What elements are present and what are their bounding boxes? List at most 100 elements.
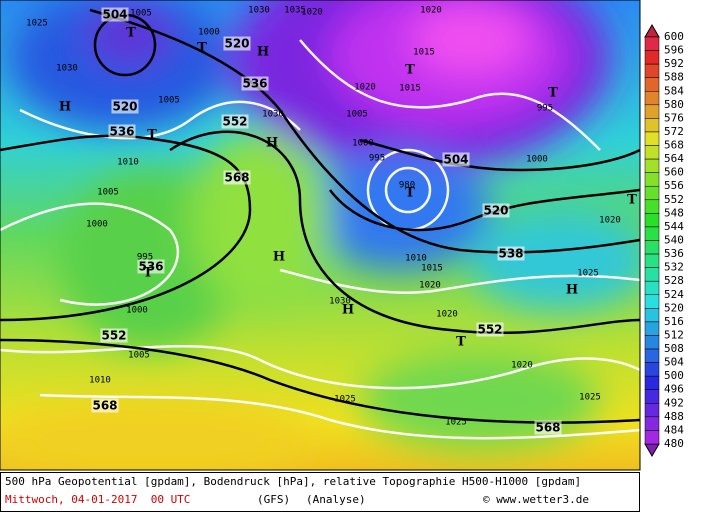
colorbar-label: 592 [664, 57, 684, 70]
colorbar-segment [644, 118, 660, 133]
colorbar-label: 584 [664, 84, 684, 97]
colorbar-segment [644, 335, 660, 350]
colorbar-label: 576 [664, 111, 684, 124]
pressure-label: 1015 [413, 48, 435, 58]
geopotential-label: 538 [498, 247, 523, 261]
pressure-center: T [405, 63, 415, 78]
geopotential-label: 552 [477, 323, 502, 337]
colorbar-label: 544 [664, 220, 684, 233]
pressure-label: 1005 [97, 188, 119, 198]
colorbar-segment [644, 280, 660, 296]
colorbar-label: 504 [664, 356, 684, 369]
colorbar-label: 496 [664, 383, 684, 396]
pressure-label: 1020 [354, 83, 376, 93]
geopotential-label: 568 [92, 399, 117, 413]
colorbar-label: 484 [664, 423, 684, 436]
colorbar-label: 528 [664, 274, 684, 287]
pressure-label: 1010 [89, 376, 111, 386]
colorbar-label: 540 [664, 234, 684, 247]
colorbar-label: 480 [664, 437, 684, 450]
pressure-label: 995 [537, 104, 553, 114]
label-bg [223, 170, 251, 185]
pressure-center: H [59, 100, 71, 115]
pressure-center: T [548, 86, 558, 101]
colorbar: 6005965925885845805765725685645605565525… [644, 24, 684, 457]
colorbar-segment [644, 104, 660, 119]
colorbar-label: 588 [664, 71, 684, 84]
colorbar-segment [644, 36, 660, 51]
map: 6005965925885845805765725685645605565525… [0, 0, 684, 471]
colorbar-segment [644, 321, 660, 336]
label-bg [100, 328, 128, 343]
pressure-label: 1005 [346, 110, 368, 120]
colorbar-label: 532 [664, 261, 684, 274]
pressure-label: 1030 [56, 64, 78, 74]
pressure-label: 1025 [26, 19, 48, 29]
pressure-label: 1030 [329, 297, 351, 307]
geopotential-label: 520 [224, 37, 249, 51]
pressure-label: 1015 [399, 84, 421, 94]
pressure-label: 1025 [577, 269, 599, 279]
caption-date: Mittwoch, 04-01-2017 00 UTC [5, 493, 191, 506]
geopotential-label: 536 [138, 260, 163, 274]
geopotential-label: 504 [443, 153, 468, 167]
colorbar-segment [644, 185, 660, 201]
colorbar-label: 556 [664, 179, 684, 192]
colorbar-segment [644, 91, 660, 106]
colorbar-label: 580 [664, 98, 684, 111]
colorbar-segment [644, 403, 660, 418]
pressure-label: 1000 [86, 220, 108, 230]
pressure-center: T [456, 335, 466, 350]
colorbar-cap [644, 24, 660, 38]
map-frame [0, 0, 641, 471]
colorbar-segment [644, 362, 660, 377]
geopotential-label: 568 [224, 171, 249, 185]
pressure-label: 1015 [421, 264, 443, 274]
colorbar-label: 520 [664, 301, 684, 314]
geopotential-label: 568 [535, 421, 560, 435]
colorbar-segment [644, 253, 660, 268]
pressure-center: T [147, 128, 157, 143]
label-bg [482, 203, 510, 218]
pressure-label: 1005 [130, 9, 152, 19]
geopotential-label: 520 [483, 204, 508, 218]
colorbar-label: 536 [664, 247, 684, 260]
pressure-label: 1000 [352, 139, 374, 149]
colorbar-segment [644, 240, 660, 255]
label-bg [111, 99, 139, 114]
colorbar-segment [644, 416, 660, 431]
pressure-center: T [143, 266, 153, 281]
geopotential-label: 504 [102, 8, 127, 22]
pressure-label: 1005 [158, 96, 180, 106]
pressure-label: 1010 [117, 158, 139, 168]
colorbar-label: 512 [664, 328, 684, 341]
colorbar-segment [644, 199, 660, 214]
pressure-center: T [126, 26, 136, 41]
colorbar-segment [644, 131, 660, 146]
colorbar-label: 492 [664, 396, 684, 409]
colorbar-label: 548 [664, 206, 684, 219]
pressure-label: 1025 [579, 393, 601, 403]
pressure-label: 995 [369, 154, 385, 164]
colorbar-segment [644, 430, 660, 445]
colorbar-label: 516 [664, 315, 684, 328]
colorbar-label: 568 [664, 139, 684, 152]
geopotential-label: 536 [109, 125, 134, 139]
pressure-center: H [566, 283, 578, 298]
label-bg [476, 322, 504, 337]
colorbar-segment [644, 375, 660, 390]
pressure-label: 1025 [334, 395, 356, 405]
colorbar-label: 488 [664, 410, 684, 423]
pressure-label: 1020 [511, 361, 533, 371]
pressure-label: 1020 [419, 281, 441, 291]
label-bg [91, 398, 119, 413]
label-bg [223, 36, 251, 51]
colorbar-label: 596 [664, 44, 684, 57]
colorbar-segment [644, 308, 660, 323]
colorbar-label: 552 [664, 193, 684, 206]
pressure-label: 1010 [405, 254, 427, 264]
colorbar-label: 564 [664, 152, 684, 165]
pressure-center: T [627, 193, 637, 208]
